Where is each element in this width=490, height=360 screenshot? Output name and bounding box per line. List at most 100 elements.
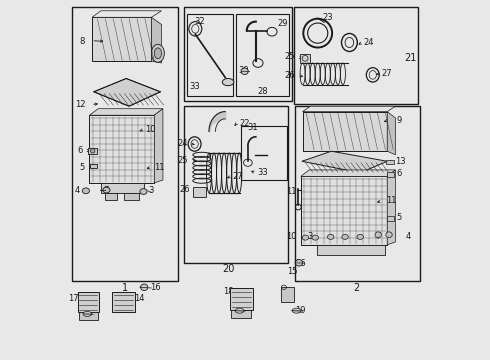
Text: 7: 7 (103, 186, 109, 194)
Text: 11: 11 (386, 197, 396, 205)
Text: 31: 31 (247, 123, 258, 132)
Text: 20: 20 (222, 264, 234, 274)
Text: 30: 30 (238, 66, 248, 75)
Text: 4: 4 (405, 233, 411, 242)
Text: 26: 26 (284, 71, 294, 80)
Bar (301, 176, 387, 245)
Text: 16: 16 (295, 259, 306, 269)
Polygon shape (90, 109, 163, 115)
Text: 28: 28 (257, 86, 268, 95)
Ellipse shape (82, 188, 90, 194)
Polygon shape (387, 112, 395, 155)
Text: 19: 19 (87, 310, 97, 320)
Text: 24: 24 (364, 38, 374, 47)
Bar (387, 216, 394, 221)
Ellipse shape (375, 232, 381, 238)
Bar (294, 7, 418, 104)
Ellipse shape (386, 232, 392, 238)
Ellipse shape (222, 78, 234, 86)
Bar (242, 126, 287, 180)
Bar (236, 14, 289, 96)
Text: 5: 5 (396, 213, 401, 222)
Text: 12: 12 (75, 100, 86, 109)
Polygon shape (301, 170, 395, 176)
Ellipse shape (302, 235, 309, 240)
Text: 23: 23 (322, 13, 333, 22)
Bar (193, 187, 206, 197)
Bar (72, 7, 178, 281)
Text: 29: 29 (277, 19, 288, 28)
Ellipse shape (151, 44, 164, 62)
Text: 33: 33 (189, 82, 200, 91)
Bar (184, 106, 288, 263)
Ellipse shape (342, 234, 348, 239)
Text: 19: 19 (295, 306, 306, 315)
Bar (231, 310, 251, 318)
Ellipse shape (327, 234, 334, 239)
Ellipse shape (141, 284, 148, 291)
Bar (92, 17, 151, 61)
Text: 5: 5 (79, 163, 85, 172)
Bar (387, 160, 393, 164)
Ellipse shape (295, 260, 303, 266)
Text: 18: 18 (223, 287, 233, 296)
Text: 9: 9 (396, 116, 401, 125)
Bar (294, 106, 419, 281)
Text: 27: 27 (232, 172, 243, 181)
Bar (387, 172, 394, 177)
Ellipse shape (83, 311, 92, 316)
Ellipse shape (103, 187, 110, 193)
Text: 6: 6 (77, 146, 83, 155)
Text: 3: 3 (148, 186, 153, 195)
Text: 14: 14 (134, 293, 145, 302)
Text: 33: 33 (258, 168, 269, 177)
Bar (124, 193, 139, 200)
Polygon shape (302, 151, 387, 173)
Polygon shape (92, 11, 162, 17)
Polygon shape (387, 170, 395, 245)
Ellipse shape (235, 308, 244, 313)
Bar (303, 112, 387, 151)
Text: 11: 11 (286, 187, 296, 196)
Text: 3: 3 (307, 233, 312, 242)
Ellipse shape (140, 189, 147, 194)
Ellipse shape (91, 149, 95, 153)
Bar (90, 164, 98, 168)
Ellipse shape (154, 48, 162, 59)
Text: 27: 27 (382, 69, 392, 78)
Text: 10: 10 (145, 125, 155, 134)
Text: 4: 4 (74, 186, 79, 195)
Bar (101, 183, 144, 193)
Bar (104, 193, 117, 200)
Bar (281, 287, 294, 302)
Text: 26: 26 (180, 185, 190, 194)
Text: 17: 17 (68, 293, 79, 302)
Text: 8: 8 (79, 37, 85, 46)
Text: 21: 21 (404, 53, 417, 63)
Bar (90, 115, 154, 183)
Bar (112, 292, 135, 312)
Polygon shape (151, 17, 162, 63)
Text: 25: 25 (177, 156, 187, 165)
Polygon shape (94, 78, 160, 106)
Polygon shape (154, 109, 163, 183)
Bar (79, 312, 98, 320)
Bar (88, 148, 97, 154)
Bar (184, 7, 292, 101)
Text: 19: 19 (238, 306, 248, 315)
Text: 13: 13 (395, 157, 406, 166)
Text: 25: 25 (284, 52, 294, 61)
Ellipse shape (241, 68, 248, 75)
Text: 11: 11 (154, 163, 165, 172)
Text: 32: 32 (194, 17, 204, 26)
Ellipse shape (357, 234, 364, 239)
Text: 7: 7 (375, 233, 381, 242)
Text: 24: 24 (177, 139, 187, 148)
Bar (187, 14, 233, 96)
Ellipse shape (292, 308, 301, 313)
Text: 10: 10 (286, 233, 296, 242)
Bar (77, 292, 99, 312)
Text: 16: 16 (149, 284, 160, 292)
Bar (317, 245, 386, 255)
Text: 2: 2 (353, 283, 360, 293)
